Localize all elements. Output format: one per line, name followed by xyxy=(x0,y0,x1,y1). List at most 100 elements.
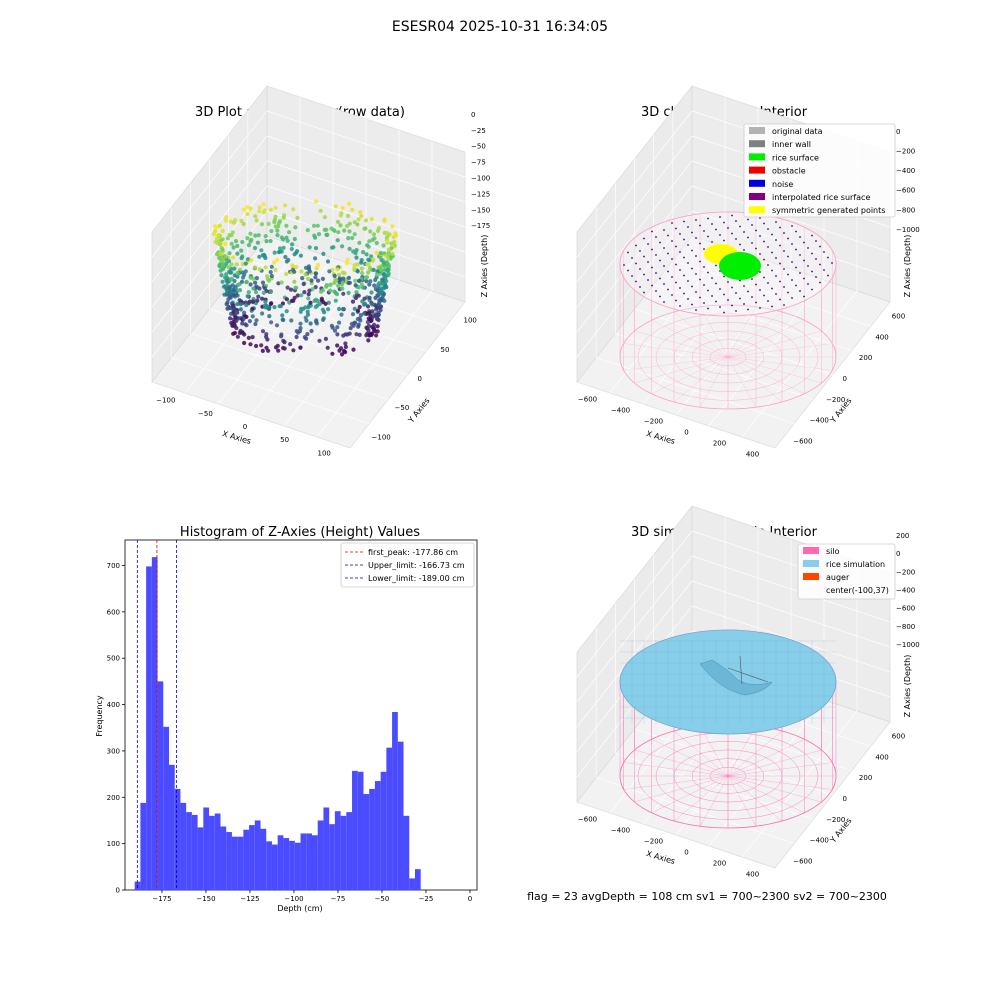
histogram-bar xyxy=(340,815,347,890)
histogram-x-axis-label: Depth (cm) xyxy=(277,904,322,913)
point xyxy=(369,318,374,323)
silo-floor-spoke xyxy=(727,356,757,408)
y-tick-label: 300 xyxy=(107,747,120,755)
interpolated-surface-point xyxy=(731,214,733,217)
histogram-legend: first_peak: -177.86 cm Upper_limit: -166.… xyxy=(340,542,475,588)
point xyxy=(340,244,345,249)
interpolated-surface-point xyxy=(695,273,697,275)
silo-floor-spoke xyxy=(699,775,729,827)
y-tick-label: 400 xyxy=(107,701,120,709)
interpolated-surface-point xyxy=(739,297,741,300)
interpolated-surface-point xyxy=(719,234,721,236)
interpolated-surface-point xyxy=(775,239,777,241)
point xyxy=(356,322,361,327)
point xyxy=(213,239,218,244)
point xyxy=(255,298,260,303)
x-tick-label: −25 xyxy=(419,895,434,903)
histogram-bar xyxy=(186,812,192,890)
interpolated-surface-point xyxy=(791,225,793,227)
point xyxy=(260,311,265,316)
point xyxy=(248,275,253,280)
interpolated-surface-point xyxy=(783,268,785,270)
histogram-bar xyxy=(271,844,278,890)
raw-data-3d-panel[interactable]: 3D Plot of Silo Interior(row data) −100−… xyxy=(151,85,490,457)
interpolated-surface-point xyxy=(755,229,757,232)
point xyxy=(268,270,273,275)
depth-histogram-panel[interactable]: Histogram of Z-Axies (Height) Values −17… xyxy=(95,525,478,913)
point xyxy=(246,335,251,340)
point xyxy=(380,277,385,282)
histogram-bar xyxy=(146,566,152,890)
point xyxy=(298,321,303,326)
point xyxy=(350,299,356,304)
point xyxy=(269,320,274,325)
y-tick-label: −400 xyxy=(810,837,829,845)
interpolated-surface-point xyxy=(743,285,745,287)
classify-3d-panel[interactable]: 3D classify of Silo Interior −600−400−20… xyxy=(576,85,920,459)
interpolated-surface-point xyxy=(699,278,701,281)
histogram-legend-frame xyxy=(340,542,475,588)
point xyxy=(371,232,377,237)
x-tick-label: −600 xyxy=(578,396,597,404)
interpolated-surface-point xyxy=(735,238,737,240)
interpolated-surface-point xyxy=(675,227,677,230)
silo-floor-spoke xyxy=(634,775,729,803)
point xyxy=(248,239,253,244)
interpolated-surface-point xyxy=(783,250,785,252)
silo-floor-spoke xyxy=(699,725,729,777)
point xyxy=(232,266,237,271)
point xyxy=(353,283,358,288)
point xyxy=(375,324,380,329)
point xyxy=(340,286,345,291)
interpolated-surface-point xyxy=(799,290,801,292)
point xyxy=(279,280,284,285)
interpolated-surface-point xyxy=(787,273,789,276)
point xyxy=(266,221,271,226)
point xyxy=(277,304,282,309)
point xyxy=(267,314,272,319)
interpolated-surface-point xyxy=(763,294,765,297)
histogram-bar xyxy=(226,832,232,890)
y-tick-label: 600 xyxy=(892,732,905,740)
point xyxy=(249,258,254,263)
point xyxy=(347,201,352,206)
interpolated-surface-point xyxy=(711,277,713,279)
point xyxy=(281,245,286,250)
interpolated-surface-point xyxy=(659,295,661,298)
point xyxy=(232,278,237,284)
y-tick-label: 0 xyxy=(116,887,120,895)
simulation-3d-panel[interactable]: 3D simulation of Silo Interior −600−400−… xyxy=(576,505,920,879)
interpolated-surface-point xyxy=(723,221,725,224)
interpolated-surface-point xyxy=(779,244,781,247)
x-tick-label: 0 xyxy=(684,849,688,857)
interpolated-surface-point xyxy=(671,222,673,224)
point xyxy=(245,205,250,210)
point xyxy=(233,239,239,244)
point xyxy=(357,240,362,245)
point xyxy=(234,310,239,315)
legend-label: interpolated rice surface xyxy=(772,193,870,202)
point xyxy=(341,348,347,353)
silo-floor-spoke xyxy=(673,311,729,358)
silo-floor-spoke xyxy=(727,330,822,358)
point xyxy=(228,219,233,224)
point xyxy=(304,318,309,323)
point xyxy=(360,271,365,276)
silo-floor-spoke xyxy=(623,356,729,371)
point xyxy=(352,320,358,325)
point xyxy=(217,223,222,228)
point xyxy=(382,218,387,223)
point xyxy=(250,306,255,311)
point xyxy=(382,298,387,303)
histogram-bar xyxy=(323,807,330,890)
point xyxy=(370,258,375,263)
y-tick-label: 400 xyxy=(875,753,888,761)
legend-swatch xyxy=(749,153,765,161)
interpolated-surface-point xyxy=(691,267,693,270)
z-tick-label: −200 xyxy=(896,568,915,576)
point xyxy=(364,333,369,338)
z-tick-label: −175 xyxy=(471,222,490,230)
point xyxy=(363,218,369,223)
interpolated-surface-point xyxy=(671,258,673,260)
point xyxy=(374,272,380,277)
